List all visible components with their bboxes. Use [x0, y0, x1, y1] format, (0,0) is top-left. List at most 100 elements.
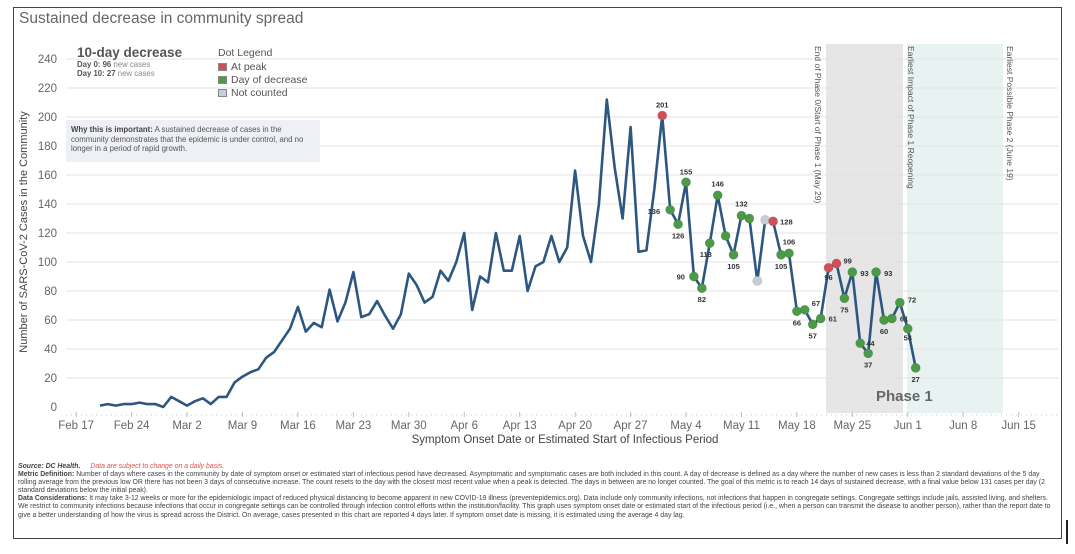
- dot-decrease: [712, 190, 723, 201]
- dot-decrease: [807, 319, 818, 330]
- dot-not-counted: [752, 275, 763, 286]
- x-tick-label: Feb 17: [58, 420, 94, 432]
- band-phase1-impact: [907, 44, 1003, 413]
- kpi-box: 10-day decrease Day 0: 96 new cases Day …: [77, 45, 182, 78]
- dot-decrease: [681, 177, 691, 188]
- dot-decrease: [910, 362, 921, 373]
- legend-item-not-counted: Not counted: [218, 86, 307, 99]
- dot-value-label: 37: [864, 360, 872, 369]
- footer-warning: Data are subject to change on a daily ba…: [90, 463, 225, 470]
- legend-label: At peak: [231, 60, 267, 73]
- dot-value-label: 93: [884, 269, 892, 278]
- dot-value-label: 106: [783, 237, 796, 246]
- kpi-day10: Day 10: 27 new cases: [77, 69, 182, 78]
- chart-title: Sustained decrease in community spread: [19, 10, 304, 27]
- kpi-day10-label: Day 10:: [77, 69, 105, 78]
- dot-value-label: 90: [677, 273, 685, 282]
- x-tick-label: May 18: [778, 420, 816, 432]
- metric-text: Number of days where cases in the commun…: [18, 471, 1045, 495]
- dot-value-label: 105: [727, 262, 740, 271]
- dot-value-label: 75: [840, 305, 848, 314]
- y-axis-label: Number of SARS-CoV-2 Cases in the Commun…: [18, 111, 30, 353]
- dot-value-label: 128: [780, 217, 793, 226]
- dot-value-label: 61: [829, 315, 837, 324]
- x-tick-label: Mar 16: [280, 420, 316, 432]
- dot-value-label: 54: [904, 334, 913, 343]
- x-axis-label: Symptom Onset Date or Estimated Start of…: [412, 434, 719, 446]
- y-tick-label: 140: [38, 199, 57, 211]
- x-tick-label: Jun 15: [1001, 420, 1036, 432]
- dot-decrease: [894, 297, 905, 308]
- dot-decrease: [799, 304, 810, 315]
- dot-decrease: [839, 293, 850, 304]
- dot-decrease: [871, 267, 881, 278]
- footer-source: Source: DC Health.: [18, 463, 81, 470]
- dot-decrease: [720, 230, 731, 241]
- legend-title: Dot Legend: [218, 47, 273, 59]
- dot-value-label: 82: [698, 295, 706, 304]
- dot-value-label: 27: [912, 375, 920, 384]
- y-tick-label: 60: [44, 315, 57, 327]
- dot-value-label: 99: [843, 256, 851, 265]
- x-tick-label: May 11: [723, 420, 760, 432]
- x-tick-label: Mar 9: [228, 420, 257, 432]
- dot-decrease: [704, 238, 715, 249]
- footer-source-line: Source: DC Health. Data are subject to c…: [18, 463, 1058, 471]
- x-tick-label: Jun 1: [894, 420, 922, 432]
- dot-value-label: 93: [860, 269, 868, 278]
- dot-value-label: 132: [735, 200, 748, 209]
- dot-value-label: 67: [812, 299, 820, 308]
- dot-value-label: 113: [700, 250, 712, 259]
- cases-series-line: [99, 98, 917, 409]
- dot-decrease: [689, 271, 699, 282]
- dot-decrease: [902, 323, 913, 334]
- dot-value-label: 61: [900, 315, 908, 324]
- footer-data-considerations: Data Considerations: It may take 3-12 we…: [18, 495, 1058, 519]
- why-lead: Why this is important:: [71, 125, 153, 134]
- dot-decrease: [855, 338, 866, 349]
- dot-peak: [831, 258, 842, 269]
- kpi-day0-value: 96: [102, 60, 112, 69]
- dot-value-label: 57: [809, 331, 817, 340]
- footer-notes: Source: DC Health. Data are subject to c…: [18, 463, 1058, 520]
- dot-value-label: 72: [908, 296, 916, 305]
- data-text: It may take 3-12 weeks or more for the e…: [18, 495, 1051, 519]
- legend-item-decrease: Day of decrease: [218, 73, 307, 86]
- annotation-phase0-end: End of Phase 0/Start of Phase 1 (May 29): [813, 46, 823, 204]
- y-tick-label: 180: [38, 141, 57, 153]
- y-tick-label: 160: [38, 170, 57, 182]
- dot-decrease: [696, 283, 707, 293]
- dot-value-label: 60: [880, 327, 888, 336]
- y-tick-label: 80: [44, 286, 57, 298]
- dot-peak: [657, 110, 668, 121]
- kpi-day0: Day 0: 96 new cases: [77, 60, 182, 69]
- dot-decrease: [887, 313, 897, 324]
- x-tick-label: Jun 8: [949, 420, 977, 432]
- kpi-day10-value: 27: [106, 69, 116, 78]
- window-edge: [1066, 520, 1068, 544]
- dot-value-label: 105: [775, 262, 788, 271]
- kpi-day0-label: Day 0:: [77, 60, 101, 69]
- dot-decrease: [815, 313, 826, 324]
- x-tick-label: Mar 2: [172, 420, 201, 432]
- peak-swatch-icon: [218, 62, 227, 71]
- kpi-day0-suffix: new cases: [113, 60, 151, 69]
- y-tick-label: 220: [38, 83, 57, 95]
- dot-decrease: [879, 315, 889, 325]
- data-lead: Data Considerations:: [18, 495, 88, 503]
- dot-decrease: [728, 249, 739, 260]
- x-tick-label: Apr 20: [558, 420, 592, 432]
- y-tick-label: 100: [38, 257, 57, 269]
- why-important-note: Why this is important: A sustained decre…: [66, 120, 320, 162]
- dot-value-label: 155: [680, 167, 693, 176]
- y-tick-label: 240: [38, 54, 57, 66]
- y-tick-label: 40: [44, 344, 57, 356]
- x-tick-label: Mar 30: [391, 420, 427, 432]
- x-tick-label: Feb 24: [114, 420, 150, 432]
- legend-label: Day of decrease: [231, 73, 308, 86]
- x-tick-label: Apr 6: [450, 420, 478, 432]
- dot-value-label: 126: [672, 231, 685, 240]
- dot-value-label: 146: [711, 179, 724, 188]
- annotation-phase2-earliest: Earliest Possible Phase 2 (June 19): [1005, 46, 1015, 181]
